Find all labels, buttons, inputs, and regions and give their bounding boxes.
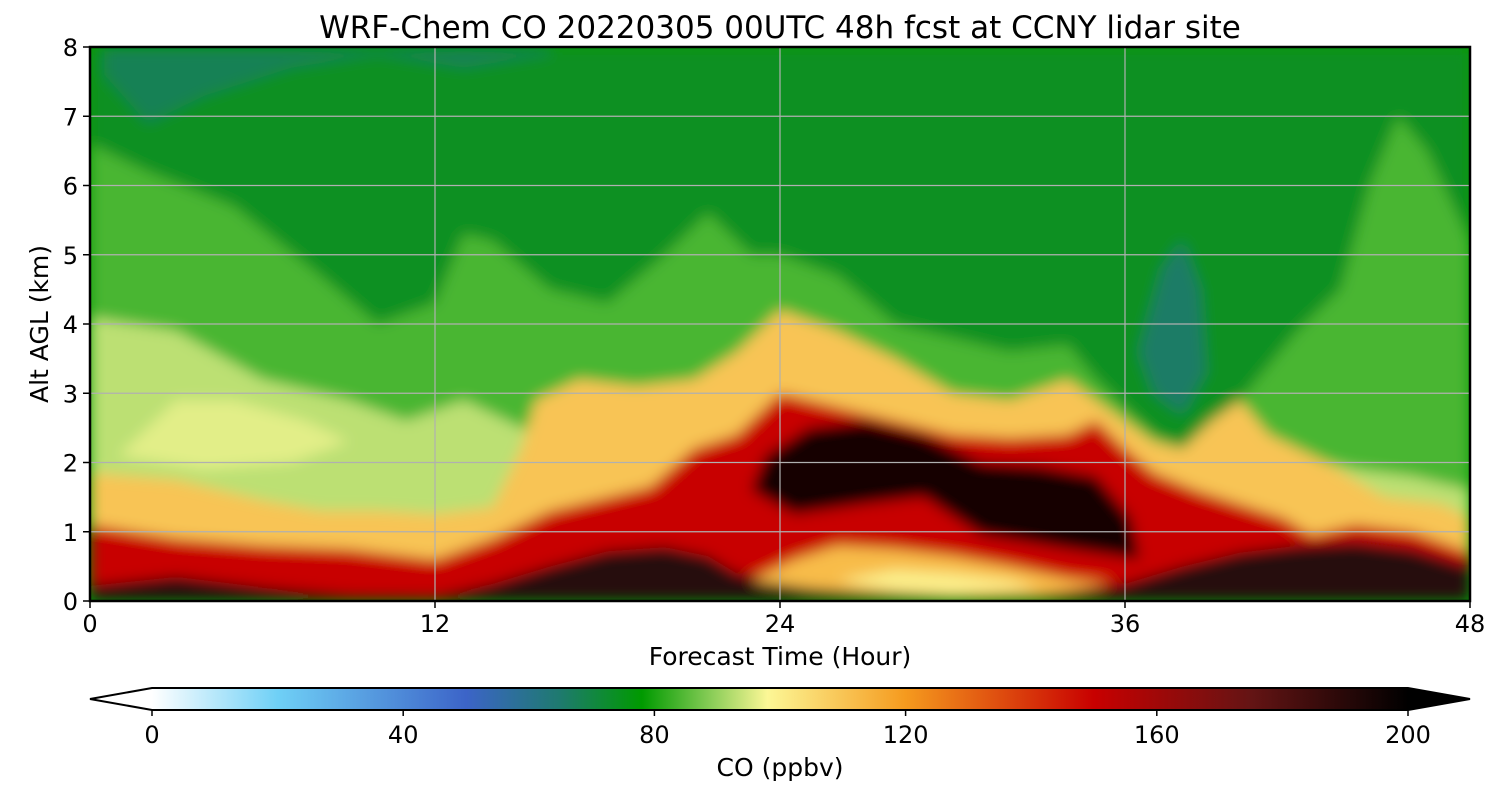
x-tick-label: 48 bbox=[1455, 610, 1486, 638]
x-tick-label: 0 bbox=[82, 610, 97, 638]
field-region-11 bbox=[104, 47, 551, 124]
field-region-7 bbox=[751, 420, 1140, 560]
field-region-9 bbox=[837, 569, 1039, 595]
colorbar-tick-label: 120 bbox=[883, 721, 929, 749]
field-region-10 bbox=[1139, 240, 1206, 414]
y-tick-label: 3 bbox=[63, 380, 78, 408]
colorbar-label: CO (ppbv) bbox=[717, 753, 844, 782]
y-tick-label: 0 bbox=[63, 588, 78, 616]
y-tick-label: 8 bbox=[63, 34, 78, 62]
y-tick-label: 5 bbox=[63, 242, 78, 270]
colorbar-body bbox=[152, 688, 1408, 710]
colorbar-extend-low bbox=[90, 688, 152, 710]
colorbar-tick-label: 80 bbox=[639, 721, 670, 749]
y-tick-label: 6 bbox=[63, 173, 78, 201]
colorbar-tick-label: 200 bbox=[1385, 721, 1431, 749]
y-tick-label: 1 bbox=[63, 519, 78, 547]
colorbar-tick-label: 160 bbox=[1134, 721, 1180, 749]
x-tick-label: 12 bbox=[420, 610, 451, 638]
y-tick-label: 7 bbox=[63, 103, 78, 131]
colorbar-tick-label: 40 bbox=[388, 721, 419, 749]
chart-title: WRF-Chem CO 20220305 00UTC 48h fcst at C… bbox=[319, 10, 1241, 46]
x-tick-label: 24 bbox=[765, 610, 796, 638]
field-region-3 bbox=[118, 400, 349, 470]
y-axis-label: Alt AGL (km) bbox=[25, 245, 54, 403]
x-tick-label: 36 bbox=[1110, 610, 1141, 638]
y-axis: 0 1 2 3 4 5 6 7 8 bbox=[63, 34, 90, 616]
y-tick-label: 4 bbox=[63, 311, 78, 339]
colorbar: 0 40 80 120 160 200 CO (ppbv) bbox=[89, 687, 1471, 782]
x-axis: 0 12 24 36 48 bbox=[82, 601, 1485, 638]
colorbar-ticks: 0 40 80 120 160 200 bbox=[144, 710, 1431, 749]
x-axis-label: Forecast Time (Hour) bbox=[649, 642, 912, 671]
colorbar-tick-label: 0 bbox=[144, 721, 159, 749]
colorbar-extend-high bbox=[1408, 688, 1470, 710]
y-tick-label: 2 bbox=[63, 450, 78, 478]
